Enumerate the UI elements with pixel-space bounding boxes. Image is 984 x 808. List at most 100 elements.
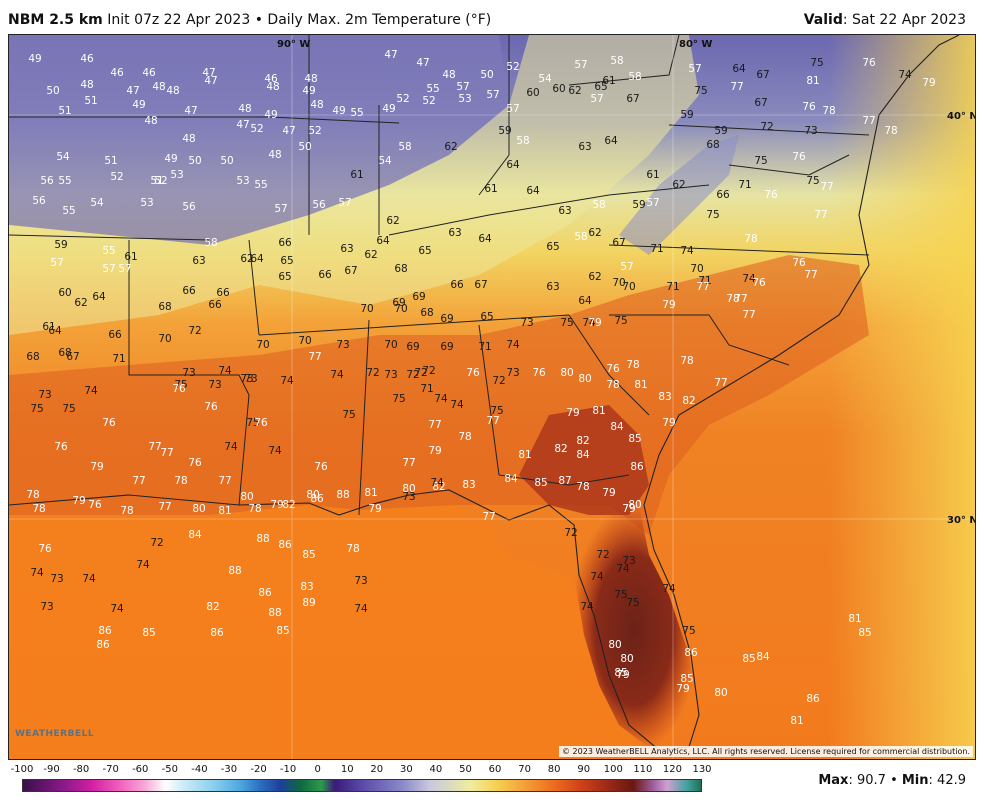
scale-tick: -70 bbox=[102, 764, 119, 775]
scale-tick: -50 bbox=[161, 764, 178, 775]
temperature-label: 68 bbox=[158, 301, 171, 313]
temperature-label: 80 bbox=[560, 367, 573, 379]
temperature-label: 80 bbox=[402, 483, 415, 495]
temperature-label: 48 bbox=[442, 69, 455, 81]
temperature-label: 76 bbox=[102, 417, 116, 429]
temperature-label: 82 bbox=[554, 443, 567, 455]
temperature-label: 80 bbox=[306, 489, 319, 501]
temperature-label: 74 bbox=[30, 567, 44, 579]
temperature-label: 85 bbox=[680, 673, 693, 685]
temperature-label: 80 bbox=[192, 503, 205, 515]
scale-tick-labels: -100 -90 -80 -70 -60 -50 -40 -30 -20 -10 0 10 20 30 40… bbox=[11, 764, 712, 778]
scale-tick: 80 bbox=[547, 764, 561, 775]
temperature-label: 56 bbox=[32, 195, 46, 207]
temperature-label: 64 bbox=[376, 235, 390, 247]
temperature-label: 54 bbox=[90, 197, 104, 209]
temperature-label: 66 bbox=[182, 285, 196, 297]
temperature-label: 79 bbox=[662, 299, 675, 311]
temperature-label: 57 bbox=[590, 93, 603, 105]
temperature-label: 47 bbox=[416, 57, 429, 69]
coord-40n: 40° N bbox=[947, 111, 976, 122]
temperature-label: 79 bbox=[368, 503, 381, 515]
product-name: Daily Max. 2m Temperature (°F) bbox=[267, 12, 492, 28]
temperature-label: 79 bbox=[72, 495, 85, 507]
temperature-label: 51 bbox=[58, 105, 71, 117]
state-borders bbox=[9, 35, 870, 516]
temperature-label: 77 bbox=[734, 293, 747, 305]
scale-tick: 100 bbox=[603, 764, 623, 775]
temperature-label: 74 bbox=[218, 365, 232, 377]
temperature-label: 71 bbox=[738, 179, 751, 191]
gulf-of-mexico bbox=[9, 505, 648, 759]
temperature-label: 49 bbox=[382, 103, 395, 115]
temperature-label: 77 bbox=[486, 415, 499, 427]
temperature-label: 57 bbox=[688, 63, 701, 75]
temperature-label: 61 bbox=[602, 75, 615, 87]
temperature-label: 69 bbox=[440, 313, 453, 325]
temperature-label: 63 bbox=[546, 281, 559, 293]
temperature-label: 72 bbox=[760, 121, 773, 133]
temperature-label: 62 bbox=[568, 85, 581, 97]
temperature-label: 71 bbox=[112, 353, 125, 365]
temperature-label: 77 bbox=[730, 81, 743, 93]
temperature-label: 79 bbox=[90, 461, 103, 473]
temperature-label: 67 bbox=[754, 97, 767, 109]
temperature-label: 83 bbox=[300, 581, 313, 593]
temperature-label: 72 bbox=[564, 527, 577, 539]
temperature-label: 84 bbox=[756, 651, 770, 663]
scale-tick: -10 bbox=[279, 764, 297, 775]
temperature-label: 57 bbox=[102, 263, 115, 275]
coord-30n: 30° N bbox=[947, 515, 976, 526]
temperature-label: 77 bbox=[132, 475, 145, 487]
temperature-label: 53 bbox=[140, 197, 153, 209]
temperature-label: 81 bbox=[218, 505, 231, 517]
temperature-label: 72 bbox=[150, 537, 163, 549]
temperature-label: 74 bbox=[136, 559, 150, 571]
temperature-label: 77 bbox=[402, 457, 415, 469]
temperature-label: 67 bbox=[756, 69, 769, 81]
temperature-label: 85 bbox=[858, 627, 871, 639]
temperature-label: 86 bbox=[278, 539, 292, 551]
temperature-label: 49 bbox=[264, 109, 277, 121]
temperature-label: 73 bbox=[182, 367, 195, 379]
temperature-label: 46 bbox=[264, 73, 278, 85]
temperature-label: 78 bbox=[346, 543, 359, 555]
temperature-label: 62 bbox=[364, 249, 377, 261]
temperature-label: 84 bbox=[610, 421, 624, 433]
temperature-label: 78 bbox=[744, 233, 757, 245]
valid-value: Sat 22 Apr 2023 bbox=[852, 12, 966, 28]
temperature-label: 76 bbox=[88, 499, 102, 511]
temperature-label: 77 bbox=[482, 511, 495, 523]
temperature-label: 74 bbox=[224, 441, 238, 453]
scale-tick: 70 bbox=[518, 764, 531, 775]
temperature-label: 48 bbox=[238, 103, 251, 115]
temperature-label: 55 bbox=[254, 179, 267, 191]
weatherbell-logo: WEATHERBELL bbox=[15, 729, 95, 739]
temperature-label: 74 bbox=[582, 317, 596, 329]
coord-90w: 90° W bbox=[277, 39, 310, 50]
temperature-label: 74 bbox=[330, 369, 344, 381]
temperature-label: 47 bbox=[202, 67, 215, 79]
temperature-label: 74 bbox=[430, 477, 444, 489]
temperature-label: 48 bbox=[268, 149, 281, 161]
temperature-label: 80 bbox=[628, 499, 641, 511]
temperature-label: 53 bbox=[458, 93, 471, 105]
temperature-label: 79 bbox=[428, 445, 441, 457]
temperature-label: 70 bbox=[256, 339, 269, 351]
temperature-label: 51 bbox=[150, 175, 163, 187]
temperature-label: 73 bbox=[38, 389, 51, 401]
temperature-label: 86 bbox=[806, 693, 820, 705]
hot-region-southeast bbox=[9, 255, 869, 535]
scale-tick: 90 bbox=[577, 764, 591, 775]
temperature-label: 71 bbox=[478, 341, 491, 353]
temperature-label: 75 bbox=[810, 57, 823, 69]
temperature-label: 81 bbox=[790, 715, 803, 727]
temperature-map[interactable]: 90° W 80° W 40° N 30° N 49 46 46 46 47 46 48 47… bbox=[8, 34, 976, 760]
temperature-label: 76 bbox=[802, 101, 816, 113]
temperature-label: 76 bbox=[862, 57, 876, 69]
temperature-label: 68 bbox=[26, 351, 39, 363]
temperature-label: 56 bbox=[312, 199, 326, 211]
scale-tick: 50 bbox=[459, 764, 472, 775]
temperature-label: 76 bbox=[606, 363, 620, 375]
temperature-label: 75 bbox=[614, 315, 627, 327]
